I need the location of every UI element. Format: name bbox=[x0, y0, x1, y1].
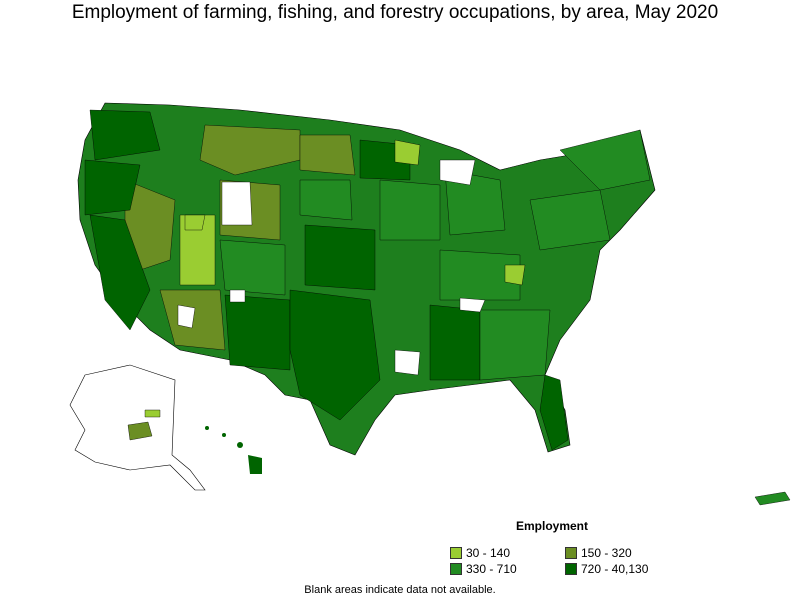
region-montana bbox=[199, 124, 301, 176]
legend-swatch bbox=[565, 563, 577, 575]
region-small-yellow-3 bbox=[394, 139, 421, 166]
hawaii-island-3 bbox=[237, 442, 243, 448]
legend-label: 150 - 320 bbox=[581, 546, 632, 560]
alaska-region-yellow bbox=[144, 409, 161, 418]
region-small-yellow-2 bbox=[184, 214, 206, 231]
region-texas bbox=[289, 289, 381, 421]
legend-label: 720 - 40,130 bbox=[581, 562, 649, 576]
blank-area-arizona bbox=[177, 304, 196, 329]
footnote: Blank areas indicate data not available. bbox=[304, 584, 496, 596]
blank-area-colorado bbox=[229, 289, 246, 303]
region-california bbox=[89, 214, 151, 331]
region-north-dakota bbox=[299, 134, 356, 176]
map-title: Employment of farming, fishing, and fore… bbox=[71, 2, 719, 23]
hawaii-island-2 bbox=[222, 433, 226, 437]
legend-item-330-710: 330 - 710 bbox=[450, 562, 517, 576]
hawaii bbox=[205, 426, 262, 474]
region-mississippi bbox=[429, 304, 481, 381]
legend-swatch bbox=[450, 547, 462, 559]
legend-item-720-40130: 720 - 40,130 bbox=[565, 562, 648, 576]
region-oregon bbox=[84, 159, 141, 216]
region-kansas bbox=[304, 224, 376, 291]
region-south-dakota bbox=[299, 179, 353, 221]
alaska bbox=[69, 364, 206, 491]
region-iowa bbox=[379, 179, 441, 241]
region-washington bbox=[89, 109, 161, 161]
legend-title: Employment bbox=[516, 519, 589, 533]
alaska-region-olive bbox=[127, 421, 153, 441]
contiguous-us bbox=[77, 102, 656, 456]
region-kentucky-tn bbox=[439, 249, 521, 301]
hawaii-island-1 bbox=[205, 426, 209, 430]
region-georgia-alabama bbox=[479, 309, 551, 381]
region-small-yellow-1 bbox=[504, 264, 526, 286]
blank-area-wyoming bbox=[221, 181, 253, 226]
legend-label: 330 - 710 bbox=[466, 562, 517, 576]
region-new-england bbox=[559, 129, 651, 191]
legend-item-150-320: 150 - 320 bbox=[565, 546, 632, 560]
region-colorado bbox=[219, 239, 286, 296]
blank-area-louisiana bbox=[394, 349, 421, 376]
legend-swatch bbox=[450, 563, 462, 575]
region-new-mexico bbox=[224, 294, 291, 371]
region-illinois bbox=[444, 169, 506, 236]
legend-item-30-140: 30 - 140 bbox=[450, 546, 510, 560]
region-florida bbox=[539, 374, 569, 451]
region-ohio-pa bbox=[529, 189, 611, 251]
legend-label: 30 - 140 bbox=[466, 546, 511, 560]
puerto-rico bbox=[754, 491, 791, 506]
hawaii-big-island bbox=[248, 455, 262, 474]
blank-area-lake-michigan bbox=[439, 159, 476, 186]
legend-swatch bbox=[565, 547, 577, 559]
blank-area-tennessee bbox=[459, 297, 486, 313]
